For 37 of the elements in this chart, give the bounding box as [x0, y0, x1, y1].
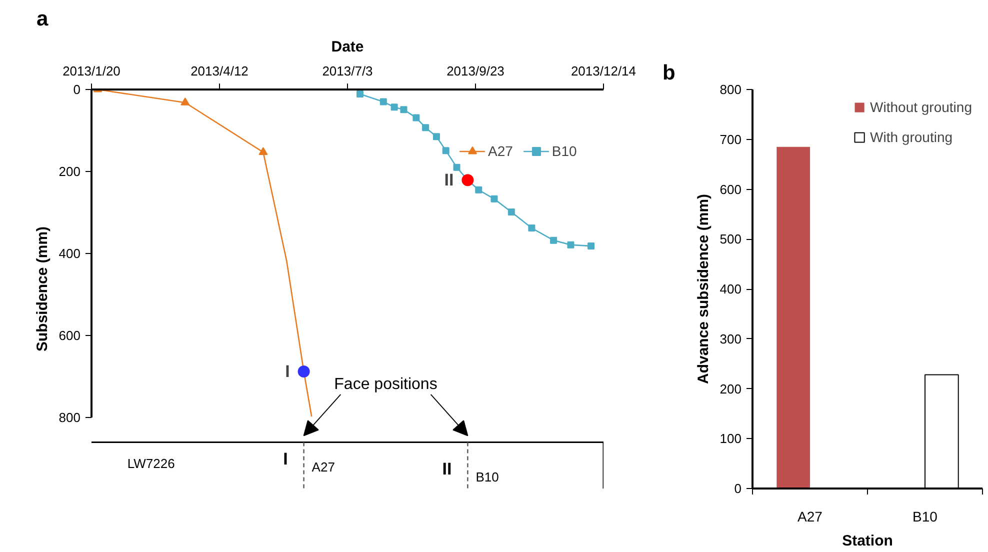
annotation: Face positions	[334, 376, 438, 394]
legend-label: B10	[552, 143, 577, 159]
x-tick-label: 2013/1/20	[62, 64, 120, 78]
y-tick-label: 300	[720, 331, 742, 346]
y-axis-title: Subsidence (mm)	[34, 226, 51, 352]
annotation: I	[285, 362, 290, 381]
text: A27	[312, 460, 335, 475]
x-axis-title: Station	[842, 532, 893, 550]
annotation: II	[444, 170, 454, 190]
y-tick-label: 600	[58, 328, 81, 343]
y-tick-label: 500	[720, 232, 742, 247]
text: II	[442, 459, 452, 478]
text: B10	[476, 470, 499, 485]
legend-label: A27	[488, 143, 513, 159]
chart-title: a	[36, 8, 48, 30]
y-tick-label: 400	[720, 282, 742, 296]
y-tick-label: 800	[58, 410, 81, 425]
text: I	[283, 449, 288, 468]
y-tick-label: 100	[720, 431, 742, 446]
y-tick-label: 200	[58, 164, 81, 179]
y-tick-label: 0	[73, 82, 81, 97]
text: LW7226	[127, 456, 175, 471]
legend-label: Without grouting	[870, 99, 972, 115]
x-tick-label: 2013/9/23	[446, 64, 504, 78]
y-tick-label: 400	[58, 246, 81, 261]
x-tick-label: 2013/7/3	[322, 64, 373, 78]
legend-label: With grouting	[870, 129, 953, 145]
y-tick-label: 0	[734, 481, 742, 496]
y-tick-label: 800	[720, 82, 742, 97]
y-axis-title: Advance subsidence (mm)	[694, 194, 712, 384]
y-tick-label: 700	[720, 132, 742, 147]
y-tick-label: 200	[720, 381, 742, 396]
x-tick-label: 2013/12/14	[570, 64, 636, 78]
y-tick-label: 600	[720, 182, 742, 197]
chart-title: b	[662, 62, 676, 84]
x-tick-label: 2013/4/12	[190, 64, 248, 78]
x-axis-title: Date	[331, 38, 364, 56]
